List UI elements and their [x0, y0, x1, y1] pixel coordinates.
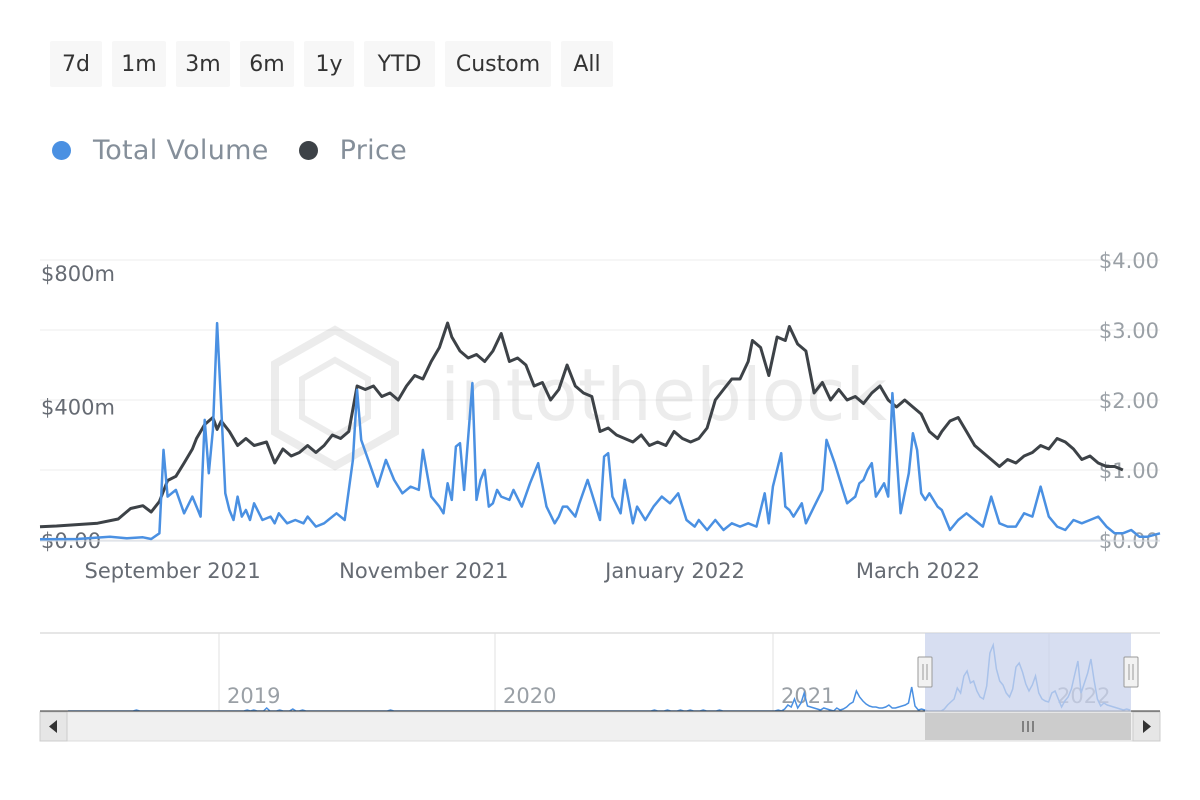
scroll-left-button[interactable] [39, 711, 68, 742]
right-axis-tick-label: $4.00 [1099, 249, 1159, 273]
navigator-handle-right[interactable] [1123, 656, 1139, 688]
left-axis-tick-label: $800m [41, 262, 115, 286]
left-axis-labels: $0.00$400m$800m [41, 262, 115, 553]
scrollbar[interactable] [39, 711, 1161, 742]
scroll-right-button[interactable] [1132, 711, 1161, 742]
left-axis-tick-label: $400m [41, 396, 115, 420]
x-axis-tick-label: January 2022 [603, 559, 745, 583]
navigator-handle-left[interactable] [917, 656, 933, 688]
range-button-all[interactable]: All [561, 41, 613, 87]
range-button-7d[interactable]: 7d [50, 41, 102, 87]
watermark: intotheblock [271, 325, 887, 471]
range-selector: 7d 1m 3m 6m 1y YTD Custom All [50, 41, 613, 87]
range-button-custom[interactable]: Custom [445, 41, 551, 87]
navigator-year-label: 2019 [227, 684, 280, 708]
legend-label-price: Price [339, 134, 408, 166]
navigator-year-label: 2020 [503, 684, 556, 708]
arrow-left-icon [49, 720, 57, 733]
legend-item-price[interactable]: Price [298, 134, 408, 166]
total-volume-series-line [39, 321, 1161, 541]
x-axis-tick-label: September 2021 [85, 559, 261, 583]
x-axis-tick-label: November 2021 [339, 559, 508, 583]
range-button-1y[interactable]: 1y [304, 41, 354, 87]
right-axis-tick-label: $3.00 [1099, 319, 1159, 343]
arrow-right-icon [1143, 720, 1151, 733]
range-button-3m[interactable]: 3m [176, 41, 230, 87]
watermark-text: intotheblock [440, 353, 887, 437]
range-button-1m[interactable]: 1m [112, 41, 166, 87]
scrollbar-grip-icon [1022, 721, 1034, 732]
grid-lines [40, 259, 1160, 541]
legend-label-total-volume: Total Volume [93, 134, 269, 166]
x-axis-labels: September 2021 November 2021 January 2022 M… [85, 559, 980, 583]
chart-legend: Total Volume Price [52, 130, 437, 170]
price-series-line [39, 321, 1124, 529]
legend-marker-total-volume [52, 140, 71, 160]
legend-marker-price [298, 140, 318, 160]
range-button-6m[interactable]: 6m [240, 41, 294, 87]
right-axis-tick-label: $1.00 [1099, 459, 1159, 483]
right-axis-tick-label: $2.00 [1099, 389, 1159, 413]
right-axis-labels: $0.00$1.00$2.00$3.00$4.00 [1099, 249, 1159, 553]
navigator-selection[interactable] [925, 633, 1131, 712]
range-button-ytd[interactable]: YTD [364, 41, 435, 87]
legend-item-total-volume[interactable]: Total Volume [52, 135, 269, 166]
x-axis-tick-label: March 2022 [856, 559, 980, 583]
navigator: 2019202020212022 [40, 632, 1160, 712]
